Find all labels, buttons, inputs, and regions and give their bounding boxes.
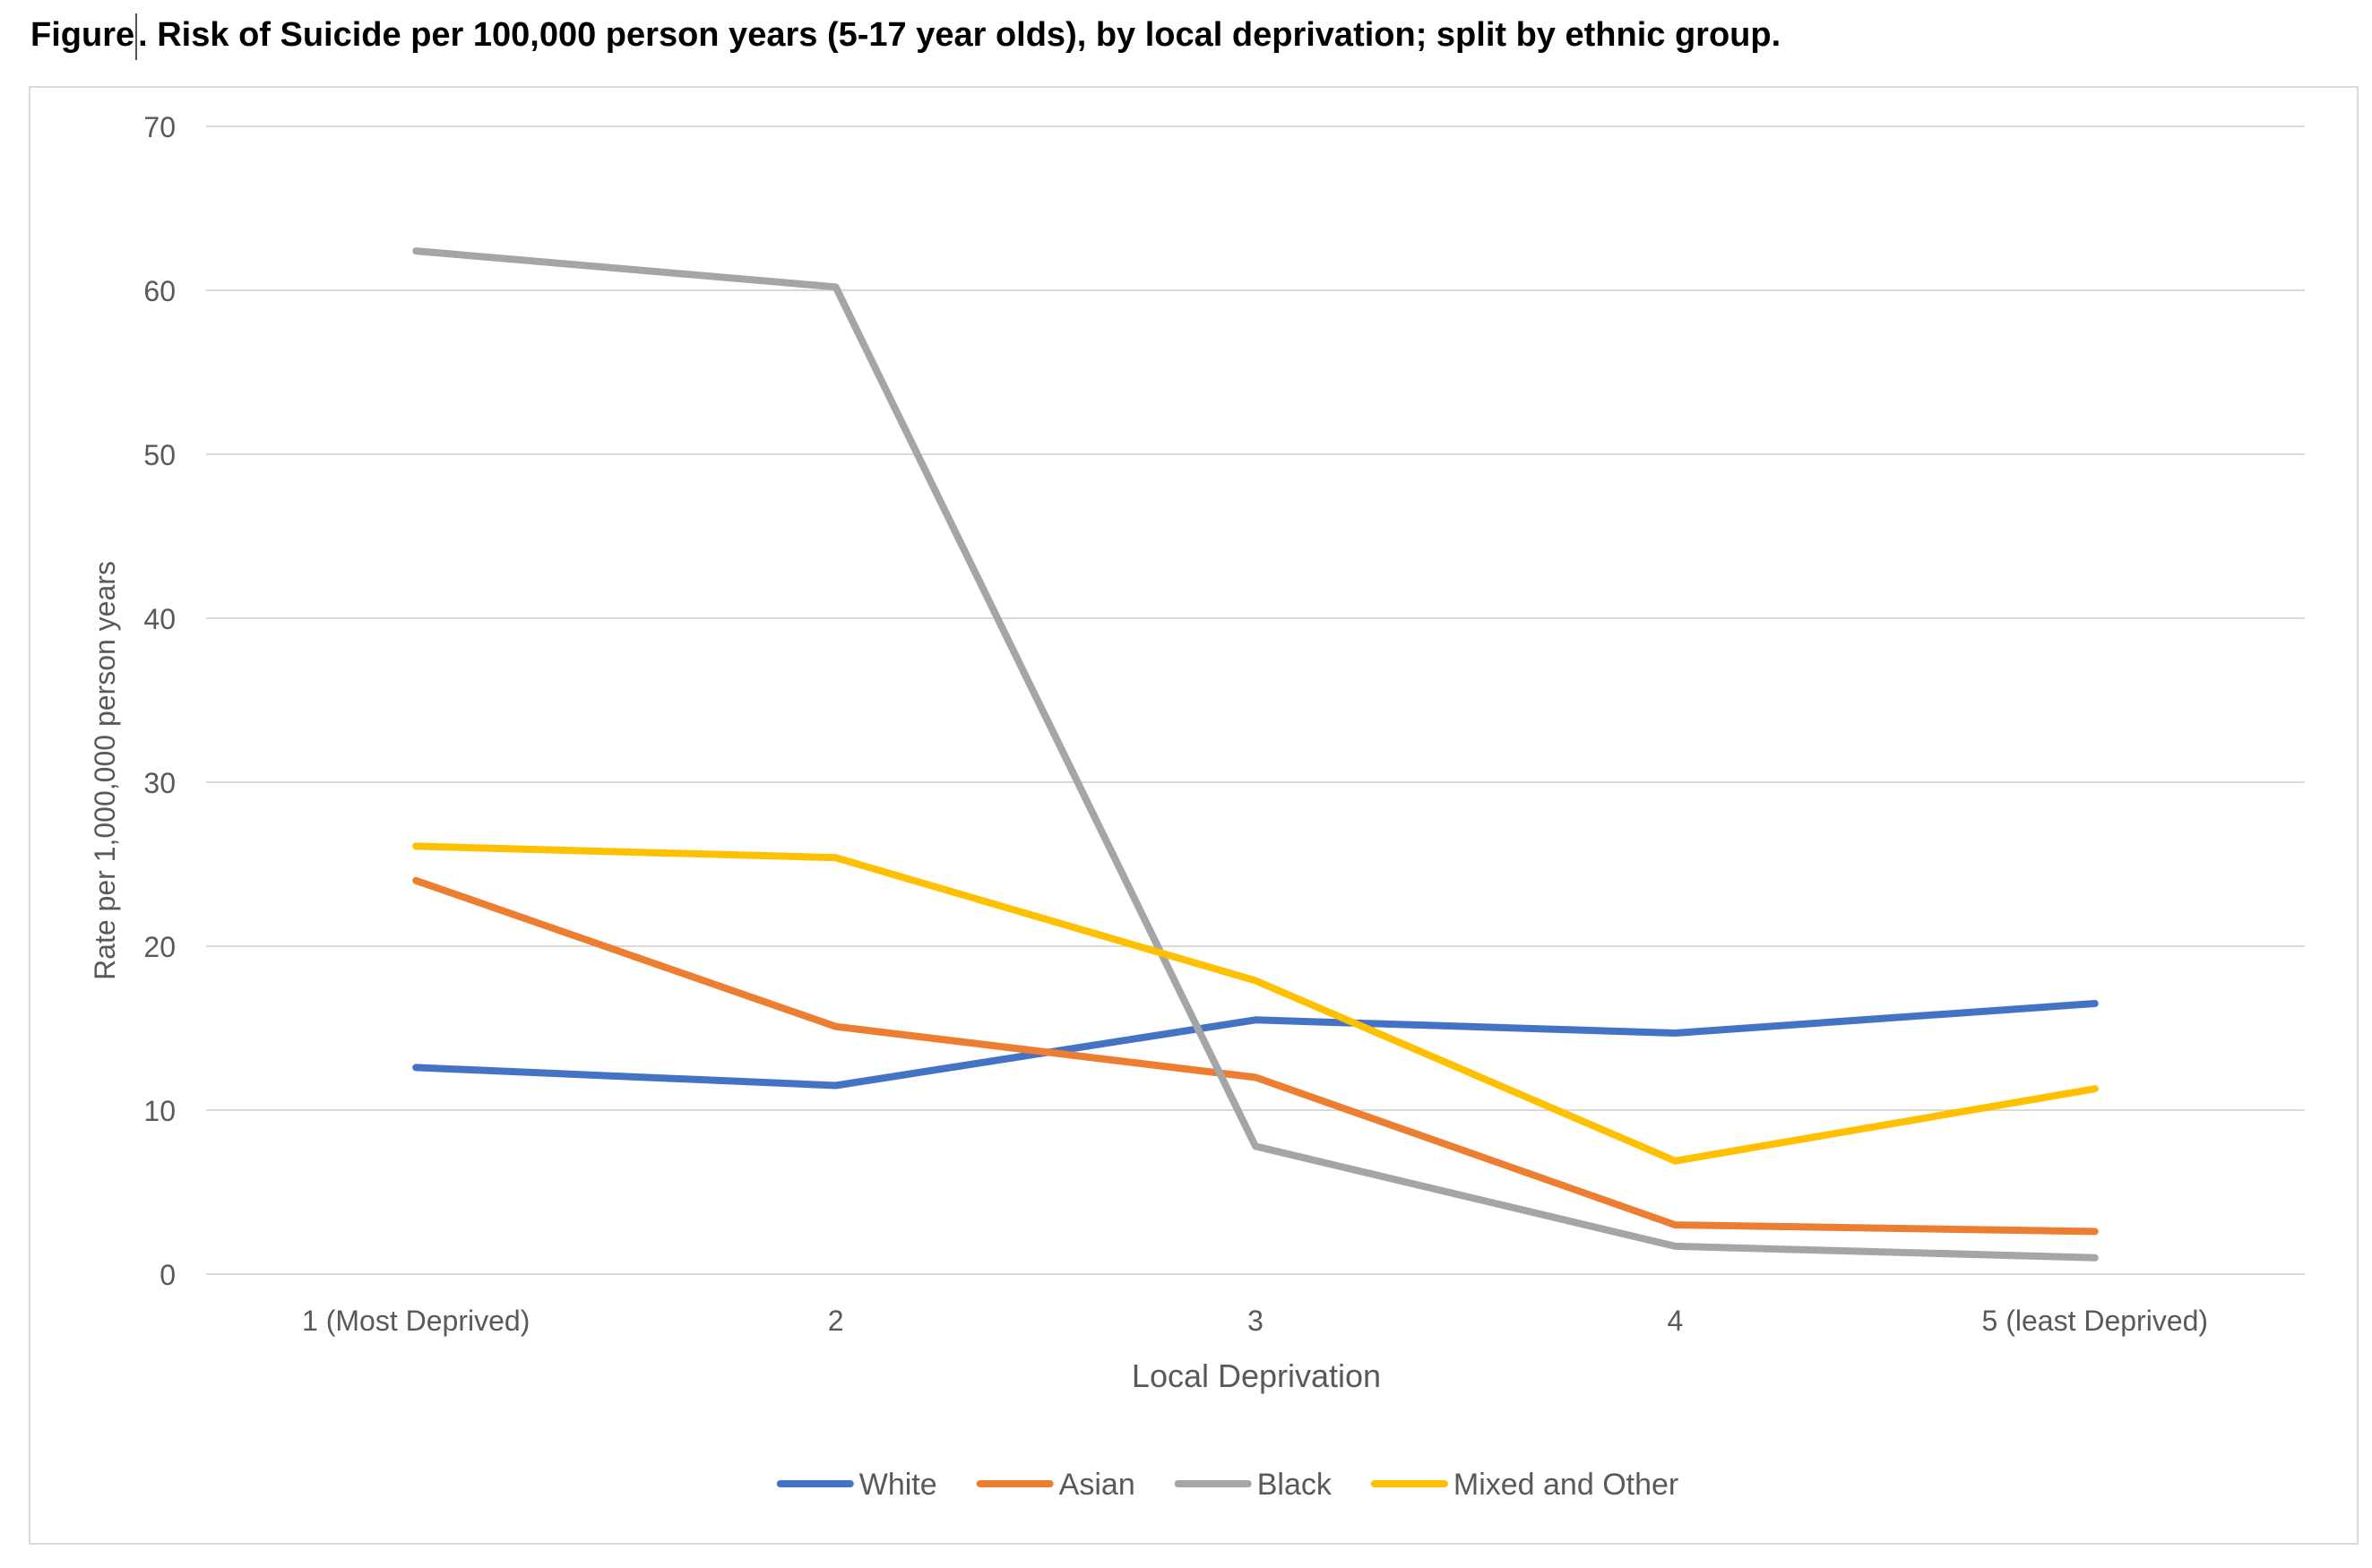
series-line-black <box>412 247 2099 1262</box>
gridlines <box>206 125 2305 1275</box>
x-tick-label: 5 (least Deprived) <box>1982 1305 2209 1337</box>
figure-title: Figure. Risk of Suicide per 100,000 pers… <box>30 7 1781 63</box>
legend-label: Black <box>1257 1468 1333 1502</box>
legend-label: Asian <box>1059 1468 1135 1502</box>
x-tick-label: 4 <box>1668 1305 1684 1337</box>
series-line-asian <box>412 876 2099 1236</box>
chart-frame <box>29 86 2359 1545</box>
figure-title-lead: Figure <box>30 16 135 54</box>
x-axis-ticks: 1 (Most Deprived) 2 3 4 5 (least Deprived) <box>302 1305 2208 1337</box>
y-tick-label: 50 <box>143 439 176 471</box>
series-line-white <box>412 1000 2099 1090</box>
x-tick-label: 2 <box>828 1305 844 1337</box>
y-tick-label: 10 <box>143 1095 176 1127</box>
text-cursor <box>135 13 138 60</box>
y-tick-label: 30 <box>143 767 176 799</box>
series-line-mixed-and-other <box>412 842 2099 1165</box>
y-axis-ticks: 0 10 20 30 40 50 60 70 <box>143 111 176 1291</box>
y-tick-label: 70 <box>143 111 176 143</box>
legend-label: Mixed and Other <box>1453 1468 1678 1502</box>
legend-label: White <box>859 1468 937 1502</box>
series-lines <box>412 247 2099 1262</box>
y-axis-title: Rate per 1,000,000 person years <box>89 561 121 980</box>
figure-title-text: . Risk of Suicide per 100,000 person yea… <box>138 16 1781 54</box>
y-tick-label: 40 <box>143 603 176 635</box>
x-tick-label: 3 <box>1247 1305 1264 1337</box>
x-axis-title: Local Deprivation <box>1132 1357 1381 1394</box>
x-tick-label: 1 (Most Deprived) <box>302 1305 530 1337</box>
y-tick-label: 0 <box>160 1259 176 1291</box>
y-tick-label: 20 <box>143 931 176 963</box>
legend: White Asian Black Mixed and Other <box>776 1468 1678 1502</box>
y-tick-label: 60 <box>143 275 176 307</box>
